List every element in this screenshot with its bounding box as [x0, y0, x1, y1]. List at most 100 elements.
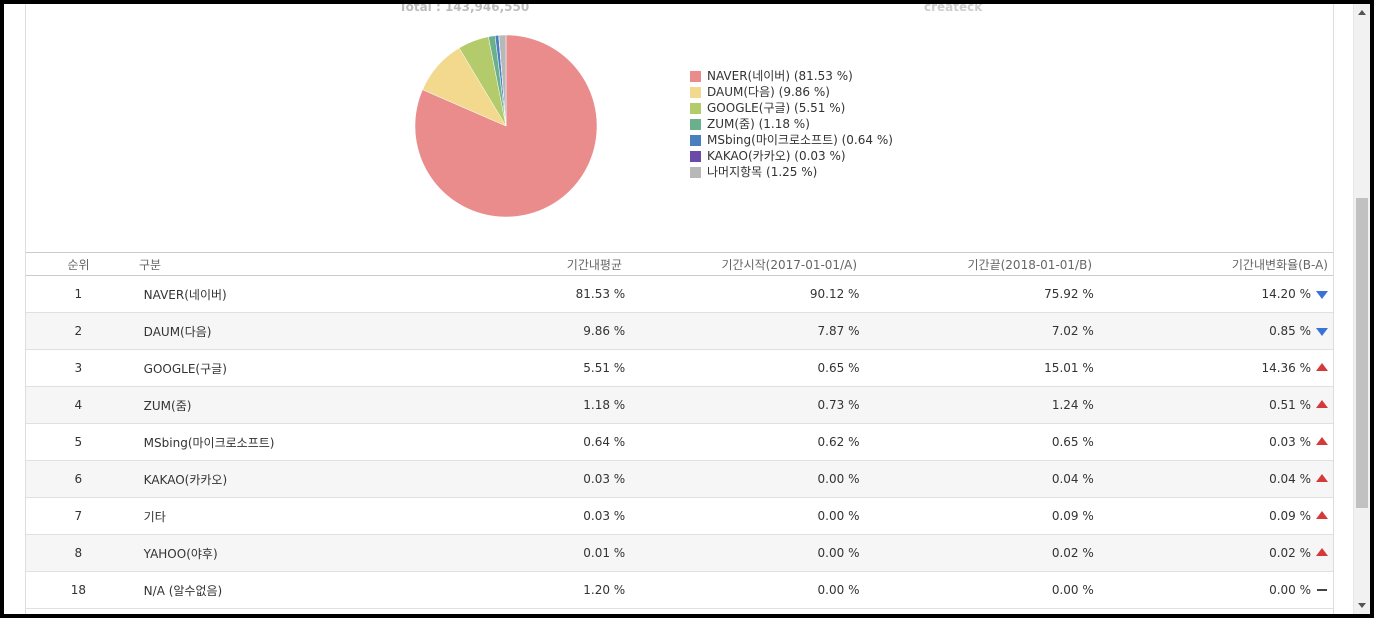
rank-cell: 7	[74, 509, 83, 523]
total-count: Total : 143,946,550	[399, 4, 530, 14]
table-row: 6 KAKAO(카카오) 0.03 % 0.00 % 0.04 % 0.04 %	[26, 461, 1333, 498]
avg-cell: 0.64 %	[583, 435, 626, 449]
end-cell: 75.92 %	[1044, 287, 1094, 301]
end-cell: 0.00 %	[1051, 583, 1094, 597]
rank-cell: 6	[74, 472, 83, 486]
start-cell: 0.65 %	[817, 361, 860, 375]
data-table: 순위 구분 기간내평균 기간시작(2017-01-01/A) 기간끝(2018-…	[26, 252, 1333, 609]
change-cell: 14.36 %	[1094, 361, 1333, 375]
table-row: 8 YAHOO(야후) 0.01 % 0.00 % 0.02 % 0.02 %	[26, 535, 1333, 572]
table-row: 18 N/A (알수없음) 1.20 % 0.00 % 0.00 % 0.00 %	[26, 572, 1333, 609]
chart-legend: NAVER(네이버) (81.53 %) DAUM(다음) (9.86 %) GOO…	[690, 68, 893, 180]
scroll-down-arrow-icon[interactable]	[1354, 597, 1370, 614]
start-cell: 0.62 %	[817, 435, 860, 449]
name-cell: 기타	[143, 509, 166, 524]
header-start[interactable]: 기간시작(2017-01-01/A)	[721, 257, 857, 272]
avg-cell: 0.03 %	[583, 509, 626, 523]
trend-down-icon	[1315, 326, 1329, 336]
legend-swatch	[690, 102, 701, 114]
table-row: 3 GOOGLE(구글) 5.51 % 0.65 % 15.01 % 14.36 %	[26, 350, 1333, 387]
legend-swatch	[690, 166, 701, 178]
legend-item[interactable]: KAKAO(카카오) (0.03 %)	[690, 148, 893, 164]
legend-label: KAKAO(카카오) (0.03 %)	[707, 149, 846, 163]
trend-down-icon	[1315, 289, 1329, 299]
change-cell: 0.09 %	[1094, 509, 1333, 523]
avg-cell: 5.51 %	[583, 361, 626, 375]
legend-item[interactable]: DAUM(다음) (9.86 %)	[690, 84, 893, 100]
change-value: 0.00 %	[1269, 583, 1312, 597]
name-cell: ZUM(줌)	[143, 398, 192, 413]
legend-item[interactable]: ZUM(줌) (1.18 %)	[690, 116, 893, 132]
stats-panel: Total : 143,946,550 createck NAVER(네이버) …	[25, 4, 1334, 614]
avg-cell: 0.03 %	[583, 472, 626, 486]
trend-up-icon	[1315, 437, 1329, 447]
change-value: 0.85 %	[1269, 324, 1312, 338]
table-row: 2 DAUM(다음) 9.86 % 7.87 % 7.02 % 0.85 %	[26, 313, 1333, 350]
trend-up-icon	[1315, 511, 1329, 521]
change-cell: 0.00 %	[1094, 583, 1333, 597]
vertical-scrollbar[interactable]	[1353, 4, 1370, 614]
table-row: 1 NAVER(네이버) 81.53 % 90.12 % 75.92 % 14.20 %	[26, 276, 1333, 313]
pie-chart	[414, 34, 598, 218]
pie-slice[interactable]	[498, 34, 507, 127]
avg-cell: 0.01 %	[583, 546, 626, 560]
change-cell: 0.03 %	[1094, 435, 1333, 449]
name-cell: KAKAO(카카오)	[143, 472, 228, 487]
change-value: 0.51 %	[1269, 398, 1312, 412]
trend-flat-icon	[1315, 585, 1329, 595]
header-end[interactable]: 기간끝(2018-01-01/B)	[967, 257, 1093, 272]
change-cell: 14.20 %	[1094, 287, 1333, 301]
name-cell: DAUM(다음)	[143, 324, 212, 339]
legend-label: DAUM(다음) (9.86 %)	[707, 85, 830, 99]
table-row: 4 ZUM(줌) 1.18 % 0.73 % 1.24 % 0.51 %	[26, 387, 1333, 424]
header-name[interactable]: 구분	[139, 257, 162, 272]
table-row: 5 MSbing(마이크로소프트) 0.64 % 0.62 % 0.65 % 0.03 %	[26, 424, 1333, 461]
header-change[interactable]: 기간내변화율(B-A)	[1231, 257, 1328, 272]
legend-swatch	[690, 118, 701, 130]
legend-item[interactable]: NAVER(네이버) (81.53 %)	[690, 68, 893, 84]
start-cell: 90.12 %	[809, 287, 860, 301]
trend-up-icon	[1315, 474, 1329, 484]
change-value: 0.04 %	[1269, 472, 1312, 486]
rank-cell: 8	[74, 546, 83, 560]
legend-label: 나머지항목 (1.25 %)	[707, 165, 818, 179]
rank-cell: 3	[74, 361, 83, 375]
legend-swatch	[690, 70, 701, 82]
change-value: 0.02 %	[1269, 546, 1312, 560]
legend-item[interactable]: MSbing(마이크로소프트) (0.64 %)	[690, 132, 893, 148]
legend-label: MSbing(마이크로소프트) (0.64 %)	[707, 133, 893, 147]
legend-item[interactable]: GOOGLE(구글) (5.51 %)	[690, 100, 893, 116]
end-cell: 15.01 %	[1044, 361, 1094, 375]
change-cell: 0.51 %	[1094, 398, 1333, 412]
header-avg[interactable]: 기간내평균	[566, 257, 622, 272]
table-body: 1 NAVER(네이버) 81.53 % 90.12 % 75.92 % 14.20 % 2…	[26, 276, 1333, 609]
header-rank[interactable]: 순위	[67, 257, 90, 272]
change-value: 14.20 %	[1261, 287, 1312, 301]
start-cell: 0.00 %	[817, 546, 860, 560]
name-cell: GOOGLE(구글)	[143, 361, 227, 376]
rank-cell: 18	[70, 583, 86, 597]
table-header: 순위 구분 기간내평균 기간시작(2017-01-01/A) 기간끝(2018-…	[26, 252, 1333, 276]
change-cell: 0.02 %	[1094, 546, 1333, 560]
avg-cell: 1.20 %	[583, 583, 626, 597]
trend-up-icon	[1315, 400, 1329, 410]
rank-cell: 2	[74, 324, 83, 338]
legend-label: NAVER(네이버) (81.53 %)	[707, 69, 853, 83]
legend-item[interactable]: 나머지항목 (1.25 %)	[690, 164, 893, 180]
rank-cell: 1	[74, 287, 83, 301]
name-cell: N/A (알수없음)	[143, 583, 223, 598]
end-cell: 0.02 %	[1051, 546, 1094, 560]
change-cell: 0.85 %	[1094, 324, 1333, 338]
scroll-thumb[interactable]	[1356, 198, 1368, 508]
legend-label: GOOGLE(구글) (5.51 %)	[707, 101, 846, 115]
change-cell: 0.04 %	[1094, 472, 1333, 486]
legend-swatch	[690, 86, 701, 98]
name-cell: MSbing(마이크로소프트)	[143, 435, 275, 450]
chart-credit: createck	[924, 4, 983, 14]
start-cell: 0.00 %	[817, 583, 860, 597]
end-cell: 0.09 %	[1051, 509, 1094, 523]
change-value: 14.36 %	[1261, 361, 1312, 375]
scroll-up-arrow-icon[interactable]	[1354, 4, 1370, 21]
end-cell: 7.02 %	[1051, 324, 1094, 338]
change-value: 0.03 %	[1269, 435, 1312, 449]
